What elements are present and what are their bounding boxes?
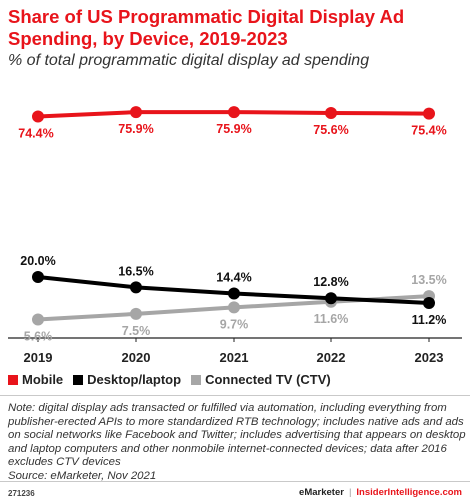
legend-label-desktop: Desktop/laptop: [87, 372, 182, 387]
brand-insider-intelligence: InsiderIntelligence.com: [356, 487, 462, 498]
data-label-ctv: 7.5%: [122, 324, 151, 338]
data-point-desktop: [228, 287, 240, 300]
x-tick-label: 2021: [220, 350, 249, 365]
data-label-desktop: 20.0%: [20, 254, 55, 268]
source-text: Source: eMarketer, Nov 2021: [8, 469, 157, 482]
legend-swatch-ctv: [191, 374, 202, 385]
line-chart: 2019 2020 2021 2022 2023 74.4% 75.9% 75.9% 75.6…: [8, 106, 462, 365]
chart-notes: Note: digital display ads transacted or …: [8, 402, 466, 484]
chart-subtitle: % of total programmatic digital display …: [8, 52, 370, 69]
note-text: Note: digital display ads transacted or …: [8, 402, 466, 469]
legend-label-ctv: Connected TV (CTV): [205, 372, 331, 387]
footer-brand: eMarketer | InsiderIntelligence.com: [299, 487, 462, 498]
data-label-ctv: 13.5%: [411, 273, 446, 287]
chart-id: 271236: [8, 489, 35, 498]
x-tick-label: 2020: [122, 350, 151, 365]
data-label-desktop: 12.8%: [313, 275, 348, 289]
legend-item-mobile: Mobile: [8, 372, 63, 387]
data-label-desktop: 16.5%: [118, 264, 153, 278]
data-point-mobile: [32, 110, 44, 123]
legend-swatch-desktop: [73, 374, 84, 385]
data-point-mobile: [130, 106, 142, 119]
data-point-ctv: [32, 313, 44, 326]
data-label-ctv: 5.6%: [24, 329, 53, 343]
divider-bottom: [0, 481, 470, 482]
legend-swatch-mobile: [8, 374, 18, 385]
legend-item-desktop: Desktop/laptop: [73, 372, 181, 387]
data-point-mobile: [228, 106, 240, 119]
data-point-desktop: [32, 271, 44, 283]
data-label-mobile: 75.9%: [118, 122, 153, 136]
x-tick-label: 2023: [415, 350, 444, 365]
brand-emarketer: eMarketer: [299, 487, 344, 498]
data-label-mobile: 74.4%: [18, 127, 53, 141]
data-point-desktop: [423, 296, 435, 309]
data-point-ctv: [130, 307, 142, 320]
x-tick-label: 2022: [317, 350, 346, 365]
data-label-mobile: 75.6%: [313, 123, 348, 137]
data-point-ctv: [228, 301, 240, 314]
data-label-mobile: 75.9%: [216, 122, 251, 136]
data-label-desktop: 14.4%: [216, 271, 251, 285]
legend-label-mobile: Mobile: [22, 372, 64, 387]
chart-legend: Mobile Desktop/laptop Connected TV (CTV): [8, 372, 341, 387]
chart-title: Share of US Programmatic Digital Display…: [8, 6, 405, 49]
divider-top: [0, 395, 470, 396]
data-label-ctv: 9.7%: [220, 317, 249, 331]
legend-item-ctv: Connected TV (CTV): [191, 372, 331, 387]
data-point-desktop: [325, 292, 337, 305]
data-point-desktop: [130, 281, 142, 294]
brand-separator: |: [348, 487, 352, 498]
x-tick-label: 2019: [24, 350, 53, 365]
data-point-mobile: [325, 106, 337, 119]
data-label-mobile: 75.4%: [411, 124, 446, 138]
data-label-ctv: 11.6%: [314, 312, 349, 326]
data-label-desktop: 11.2%: [412, 313, 447, 327]
data-point-mobile: [423, 107, 435, 120]
